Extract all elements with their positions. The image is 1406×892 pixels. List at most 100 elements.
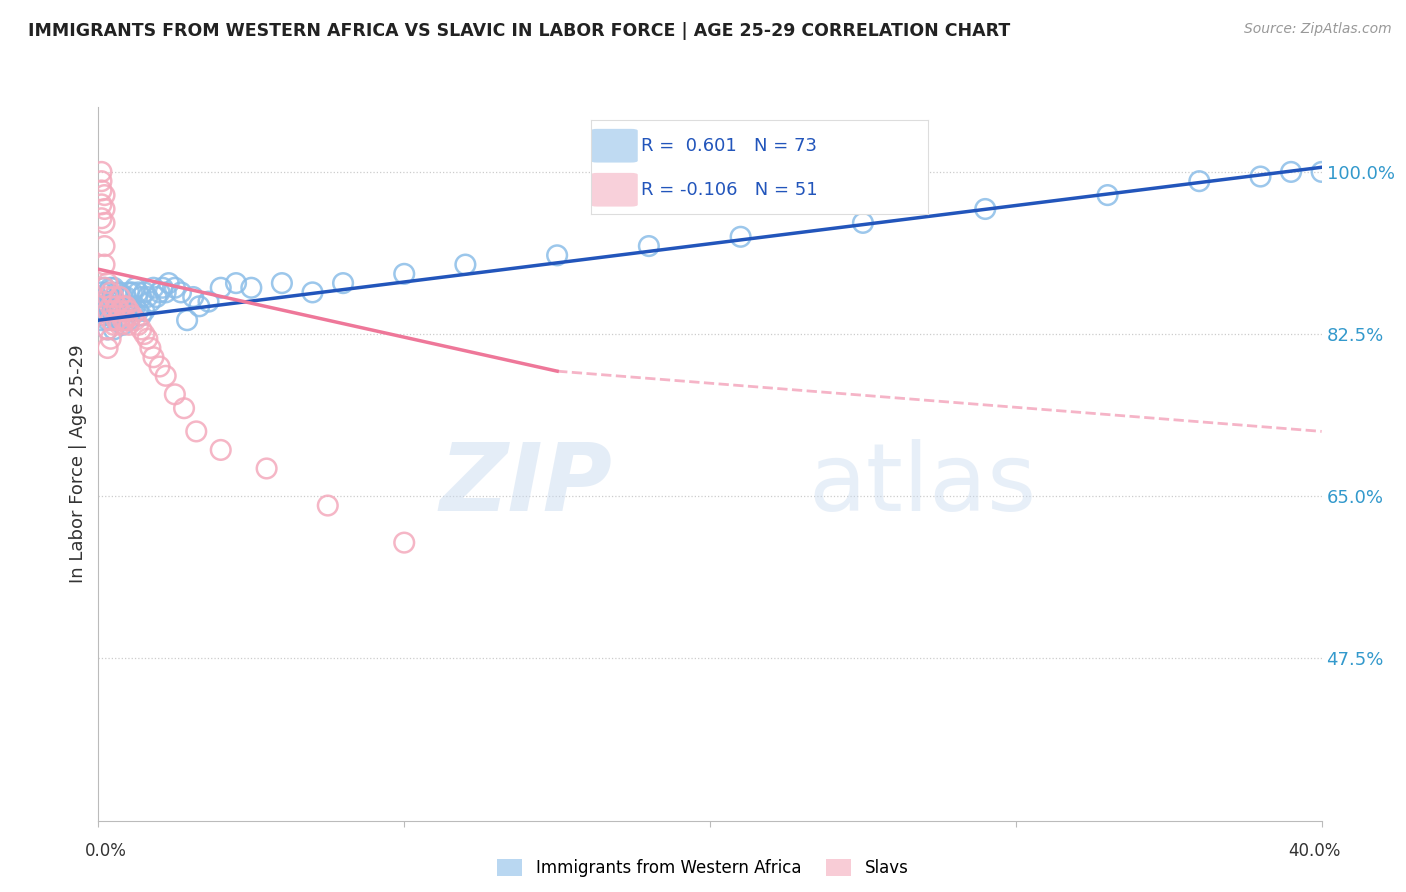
Text: 0.0%: 0.0% [84,842,127,860]
Point [108,290,131,304]
FancyBboxPatch shape [591,173,638,207]
Point [392,267,416,281]
Point [225,276,247,290]
Point [145,290,167,304]
Point [97,322,120,336]
Point [316,499,339,513]
Point [103,322,125,336]
Legend: Immigrants from Western Africa, Slavs: Immigrants from Western Africa, Slavs [491,852,915,884]
Point [118,304,141,318]
Point [108,304,131,318]
Point [93,281,115,295]
Point [1310,165,1333,179]
Point [93,216,115,230]
Point [129,322,152,336]
Point [256,461,278,475]
Point [103,290,125,304]
Point [136,290,159,304]
Point [108,318,131,332]
Point [129,309,152,323]
Text: IMMIGRANTS FROM WESTERN AFRICA VS SLAVIC IN LABOR FORCE | AGE 25-29 CORRELATION : IMMIGRANTS FROM WESTERN AFRICA VS SLAVIC… [28,22,1011,40]
Point [90,165,112,179]
Point [163,387,186,401]
Point [100,309,122,323]
Point [149,359,172,374]
Point [188,299,211,313]
Text: Source: ZipAtlas.com: Source: ZipAtlas.com [1244,22,1392,37]
Point [186,425,208,439]
Point [173,401,195,416]
Point [100,281,122,295]
Point [90,197,112,211]
Point [1279,165,1302,179]
Point [142,351,165,365]
Point [111,290,134,304]
Point [974,202,997,216]
Text: R =  0.601   N = 73: R = 0.601 N = 73 [641,136,817,154]
Point [93,294,115,309]
Point [90,299,112,313]
Point [142,281,165,295]
Point [181,290,204,304]
Y-axis label: In Labor Force | Age 25-29: In Labor Force | Age 25-29 [69,344,87,583]
Point [100,285,122,300]
Point [90,184,112,198]
Point [454,258,477,272]
Point [105,299,128,313]
Point [209,281,232,295]
Point [93,239,115,253]
Point [108,299,131,313]
Point [134,285,156,300]
Point [124,313,146,327]
Point [97,290,120,304]
Point [134,327,156,342]
Point [105,313,128,327]
Point [97,304,120,318]
Point [1249,169,1271,184]
Point [93,281,115,295]
Point [105,299,128,313]
Point [121,285,143,300]
Point [100,332,122,346]
Point [546,248,568,262]
Point [332,276,354,290]
Point [111,318,134,332]
Point [97,341,120,355]
Point [118,285,141,300]
Point [730,229,752,244]
Point [90,285,112,300]
Point [157,276,180,290]
Point [103,281,125,295]
FancyBboxPatch shape [591,128,638,162]
Point [118,318,141,332]
Point [103,318,125,332]
Point [97,276,120,290]
Point [176,313,198,327]
Point [127,318,149,332]
Point [105,285,128,300]
Point [90,174,112,188]
Point [100,294,122,309]
Point [155,285,177,300]
Text: atlas: atlas [808,439,1036,532]
Point [97,285,120,300]
Text: ZIP: ZIP [439,439,612,532]
Point [121,309,143,323]
Point [127,285,149,300]
Point [103,309,125,323]
Point [111,313,134,327]
Point [129,290,152,304]
Point [155,368,177,383]
Point [118,313,141,327]
Point [134,304,156,318]
Point [136,332,159,346]
Point [852,216,875,230]
Point [115,290,138,304]
Point [139,341,162,355]
Point [149,285,172,300]
Point [121,304,143,318]
Point [100,313,122,327]
Point [301,285,323,300]
Point [93,202,115,216]
Point [127,304,149,318]
